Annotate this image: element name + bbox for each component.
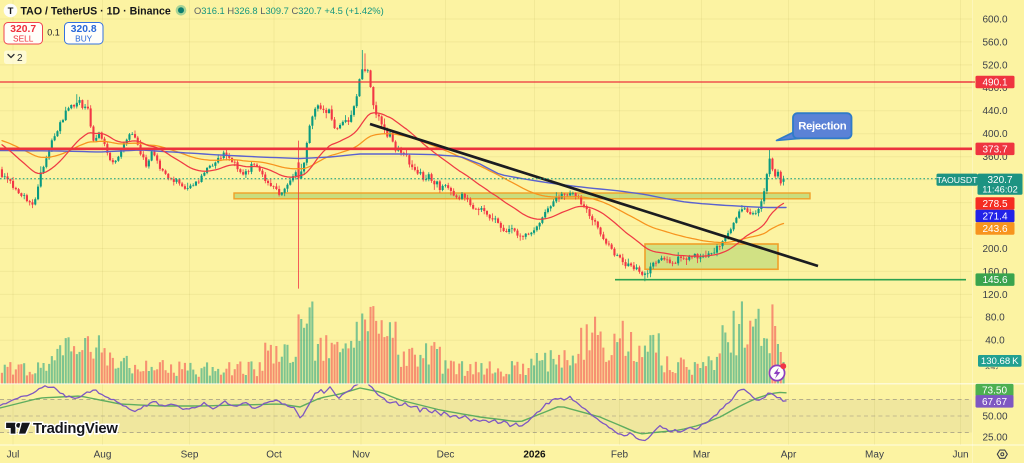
svg-text:0.1: 0.1: [47, 28, 60, 38]
svg-text:278.5: 278.5: [982, 199, 1007, 210]
svg-text:25.00: 25.00: [982, 432, 1007, 443]
svg-text:Oct: Oct: [266, 450, 282, 461]
svg-text:Apr: Apr: [781, 450, 797, 461]
svg-text:TAOUSDT: TAOUSDT: [937, 175, 979, 185]
svg-text:73.50: 73.50: [982, 386, 1007, 397]
svg-text:520.0: 520.0: [982, 60, 1007, 71]
svg-text:Sep: Sep: [181, 450, 199, 461]
svg-text:BUY: BUY: [75, 33, 93, 43]
svg-text:2: 2: [17, 53, 23, 64]
svg-text:Nov: Nov: [352, 450, 370, 461]
svg-text:TAO / TetherUS · 1D · Binance: TAO / TetherUS · 1D · Binance: [21, 5, 171, 17]
svg-text:T: T: [8, 6, 14, 17]
svg-text:Mar: Mar: [693, 450, 711, 461]
svg-text:320.8: 320.8: [71, 24, 97, 35]
svg-text:373.7: 373.7: [982, 144, 1007, 155]
svg-text:400.0: 400.0: [982, 129, 1007, 140]
svg-text:145.6: 145.6: [982, 275, 1007, 286]
svg-text:O316.1 H326.8 L309.7 C320.7: O316.1 H326.8 L309.7 C320.7 +4.5 (+1.42%…: [194, 5, 384, 16]
svg-text:320.7: 320.7: [987, 175, 1012, 186]
svg-text:160.0: 160.0: [982, 267, 1007, 278]
svg-text:40.0: 40.0: [985, 336, 1005, 347]
svg-text:560.0: 560.0: [982, 37, 1007, 48]
svg-text:200.0: 200.0: [982, 244, 1007, 255]
svg-text:Jul: Jul: [7, 450, 20, 461]
svg-text:440.0: 440.0: [982, 106, 1007, 117]
svg-text:376: 376: [985, 366, 1001, 376]
svg-text:2026: 2026: [523, 450, 546, 461]
svg-text:Jun: Jun: [952, 450, 968, 461]
svg-text:480.0: 480.0: [982, 83, 1007, 94]
svg-text:243.6: 243.6: [982, 224, 1007, 235]
svg-text:50.00: 50.00: [982, 411, 1007, 422]
svg-text:SELL: SELL: [13, 33, 34, 43]
svg-text:360.0: 360.0: [982, 152, 1007, 163]
svg-text:May: May: [865, 450, 884, 461]
svg-text:271.4: 271.4: [982, 212, 1007, 223]
svg-text:Rejection: Rejection: [798, 121, 847, 133]
svg-text:130.68 K: 130.68 K: [981, 356, 1019, 367]
svg-text:600.0: 600.0: [982, 14, 1007, 25]
svg-text:67.67: 67.67: [982, 397, 1007, 408]
svg-text:490.1: 490.1: [982, 78, 1007, 89]
svg-text:80.0: 80.0: [985, 313, 1005, 324]
svg-text:TradingView: TradingView: [33, 421, 118, 437]
svg-text:120.0: 120.0: [982, 290, 1007, 301]
svg-text:Dec: Dec: [437, 450, 455, 461]
svg-text:11:46:02: 11:46:02: [982, 185, 1018, 195]
svg-text:Feb: Feb: [611, 450, 629, 461]
svg-text:Aug: Aug: [94, 450, 112, 461]
svg-text:320.7: 320.7: [10, 24, 36, 35]
